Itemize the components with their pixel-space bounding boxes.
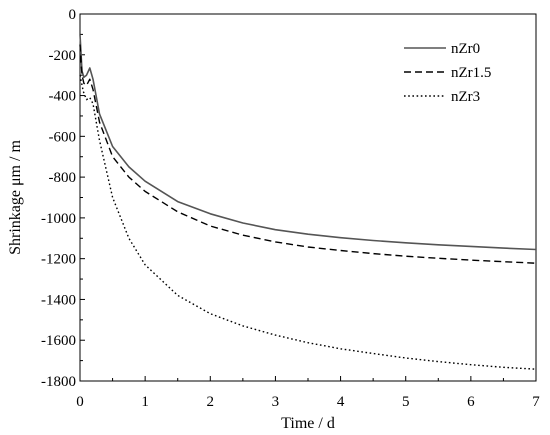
series-line-nZr1.5: [79, 44, 537, 264]
x-tick-label: 7: [532, 394, 540, 410]
y-tick-label: 0: [69, 7, 77, 23]
y-tick-label: -1400: [41, 292, 76, 308]
x-tick-label: 3: [272, 394, 280, 410]
y-tick-label: -1800: [41, 374, 76, 390]
x-tick-label: 6: [467, 394, 475, 410]
x-tick-label: 4: [337, 394, 345, 410]
y-tick-label: -1600: [41, 333, 76, 349]
legend-label-nZr1.5: nZr1.5: [451, 65, 491, 81]
x-tick-label: 5: [402, 394, 410, 410]
legend-label-nZr3: nZr3: [451, 89, 480, 105]
legend-label-nZr0: nZr0: [451, 41, 480, 57]
legend: nZr0 nZr1.5 nZr3: [404, 41, 491, 105]
y-tick-label: -400: [49, 89, 77, 105]
series-line-nZr3: [79, 75, 537, 370]
x-axis-title: Time / d: [281, 415, 335, 432]
y-tick-label: -200: [49, 48, 77, 64]
x-axis: 0 1 2 3 4 5 6 7: [76, 376, 540, 410]
x-tick-label: 0: [76, 394, 84, 410]
x-tick-label: 1: [141, 394, 149, 410]
y-axis: 0 -200 -400 -600 -800 -1000 -1200 -1400 -1600 -18…: [41, 7, 85, 390]
series-layer: [79, 34, 537, 370]
y-tick-label: -1000: [41, 211, 76, 227]
y-tick-label: -600: [49, 129, 77, 145]
y-axis-title: Shrinkage μm / m: [7, 140, 24, 255]
series-line-nZr0: [79, 34, 537, 251]
y-tick-label: -1200: [41, 252, 76, 268]
x-tick-label: 2: [207, 394, 215, 410]
y-tick-label: -800: [49, 170, 77, 186]
